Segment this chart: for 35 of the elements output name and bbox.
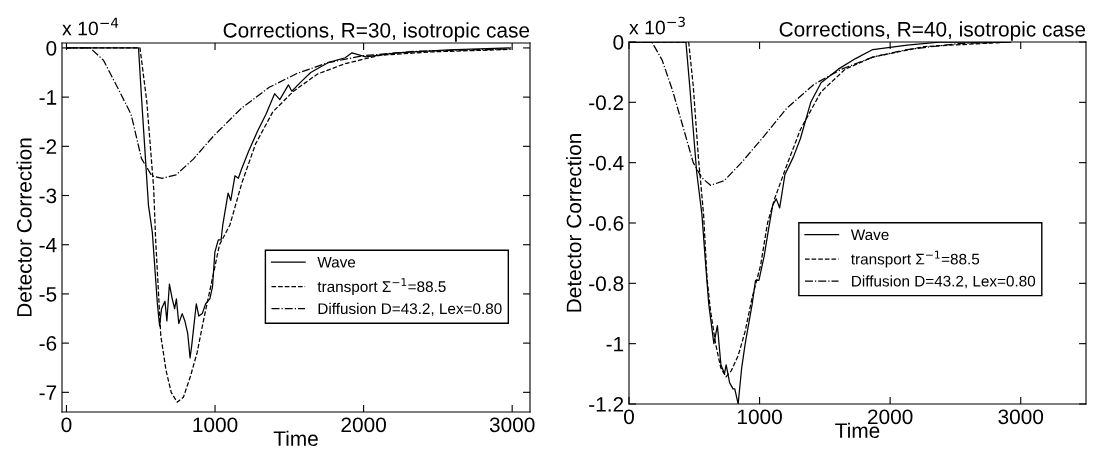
y-tick-label: -1 [39,90,57,105]
text: x 10$^{−4}$ [62,17,119,36]
legend-label: Wave [850,229,889,241]
y-tick-label: -4 [39,237,57,253]
y-tick-label: -1 [606,336,624,352]
chart-title: Corrections, R=30, isotropic case [223,22,530,42]
legend-label: Diffusion D=43.2, Lex=0.80 [852,275,1036,289]
legend-label: transport Σ$^{−1}$=88.5 [851,250,980,268]
legend-label: Diffusion D=43.2, Lex=0.80 [318,302,502,316]
y-tick-label: -1.2 [589,397,624,412]
y-tick-label: -3 [39,188,57,204]
x-tick-label: 0 [61,417,72,433]
y-tick-label: -5 [39,287,57,302]
x-tick-label: 2000 [341,417,386,433]
chart-title: Corrections, R=40, isotropic case [779,21,1086,41]
y-tick-label: -0.4 [589,155,624,171]
x-tick-label: 0 [624,409,634,425]
x-tick-label: 3000 [489,417,535,433]
text: x 10$^{−3}$ [629,16,685,35]
y-tick-label: -0.2 [589,95,624,111]
y-tick-label: 0 [613,35,624,50]
y-axis-title: Detector Correction [16,138,32,317]
y-tick-label: -0.6 [589,216,624,231]
legend-label: Wave [317,256,356,268]
x-tick-label: 1000 [737,409,782,425]
x-axis-title: Time [273,430,318,447]
x-tick-label: 3000 [998,409,1044,425]
y-tick-label: -0.8 [589,276,624,292]
legend-label: transport Σ$^{−1}$=88.5 [317,278,446,296]
y-tick-label: 0 [46,40,57,56]
y-tick-label: -6 [39,336,57,351]
y-axis-title: Detector Correction [566,134,582,312]
x-tick-label: 1000 [193,417,238,433]
y-tick-label: -2 [39,139,57,154]
y-tick-label: -7 [39,385,57,400]
